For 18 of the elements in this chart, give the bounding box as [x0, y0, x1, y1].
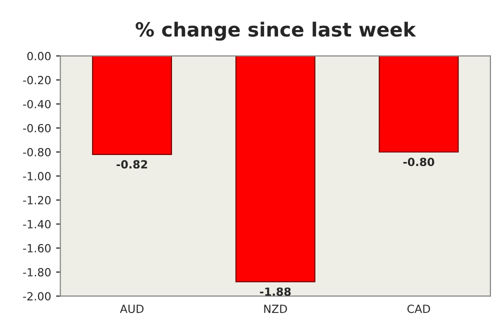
y-tick-label: -0.20 — [23, 76, 51, 84]
x-tick-label: CAD — [407, 304, 430, 314]
y-tick-label: -1.40 — [23, 220, 51, 228]
data-label: -0.82 — [116, 160, 148, 169]
y-tick-label: -1.80 — [23, 268, 51, 276]
y-tick-label: -1.20 — [23, 196, 51, 204]
y-tick-label: 0.00 — [27, 52, 51, 60]
data-label: -0.80 — [403, 158, 434, 166]
y-tick-label: -0.80 — [23, 148, 51, 156]
y-tick-label: -1.00 — [23, 172, 51, 180]
chart-title: % change since last week — [136, 22, 416, 41]
y-tick-label: -0.40 — [23, 100, 51, 108]
y-tick-label: -2.00 — [23, 292, 51, 300]
y-tick-label: -0.60 — [23, 124, 51, 132]
x-tick-label: NZD — [264, 304, 287, 313]
data-label: -1.88 — [260, 287, 291, 296]
y-tick-label: -1.60 — [23, 244, 51, 252]
x-tick-label: AUD — [120, 304, 144, 314]
